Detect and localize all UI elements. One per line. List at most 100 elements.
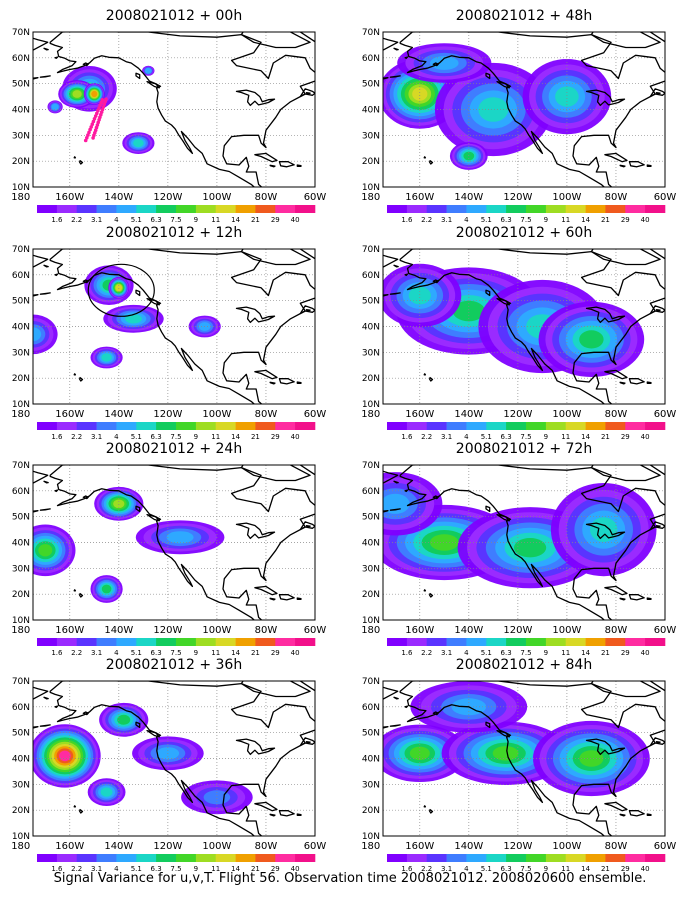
colorbar-tick: 40 — [641, 216, 650, 224]
map-frame — [32, 680, 316, 837]
gridlines — [383, 465, 665, 620]
colorbar-swatch — [526, 638, 547, 646]
colorbar-tick: 9 — [194, 649, 198, 657]
colorbar-tick: 4 — [464, 865, 469, 873]
colorbar-swatch — [625, 205, 646, 213]
colorbar-swatch — [506, 422, 527, 430]
colorbar-swatch — [585, 205, 606, 213]
colorbar-swatch — [565, 638, 586, 646]
colorbar-tick: 14 — [231, 865, 240, 873]
lon-label: 60W — [304, 409, 327, 420]
coastlines — [33, 32, 315, 187]
variance-contour — [113, 499, 125, 509]
colorbar-tick: 14 — [231, 433, 240, 441]
lon-label: 140W — [454, 841, 483, 852]
lon-label: 100W — [202, 625, 231, 636]
colorbar-swatch — [156, 638, 177, 646]
colorbar-tick: 6.3 — [501, 865, 512, 873]
lat-label: 20N — [12, 806, 30, 816]
colorbar-swatch — [96, 205, 117, 213]
lon-label: 180 — [11, 409, 30, 420]
colorbar-swatch — [116, 638, 137, 646]
colorbar-tick: 11 — [561, 216, 570, 224]
colorbar: 1.6 2.2 3.1 4 5.1 6.3 7.5 9 11 14 21 29 40 — [37, 422, 316, 441]
lon-label: 80W — [255, 625, 278, 636]
colorbar-swatch — [195, 205, 217, 213]
colorbar-swatch — [645, 422, 666, 430]
colorbar-swatch — [255, 422, 276, 430]
panel-title: 2008021012 + 48h — [455, 8, 593, 24]
variance-field — [383, 43, 612, 170]
lon-label: 160W — [405, 192, 434, 203]
panel-title: 2008021012 + 60h — [455, 225, 593, 241]
colorbar-tick: 40 — [291, 216, 300, 224]
colorbar-tick: 6.3 — [151, 216, 162, 224]
lon-label: 180 — [361, 625, 380, 636]
colorbar-swatch — [96, 638, 117, 646]
colorbar-swatch — [486, 854, 507, 862]
colorbar-swatch — [545, 638, 567, 646]
colorbar-swatch — [76, 205, 97, 213]
lon-label: 80W — [605, 409, 628, 420]
colorbar-swatch — [37, 638, 58, 646]
lon-label: 100W — [552, 409, 581, 420]
variance-contour — [145, 68, 152, 74]
colorbar-swatch — [275, 422, 296, 430]
colorbar-tick: 29 — [271, 216, 280, 224]
variance-contour — [430, 56, 459, 70]
variance-contour — [555, 86, 579, 107]
colorbar-tick: 40 — [291, 865, 300, 873]
lon-label: 60W — [654, 192, 677, 203]
lat-label: 30N — [12, 564, 30, 574]
lon-label: 60W — [304, 192, 327, 203]
lat-label: 20N — [12, 374, 30, 384]
colorbar-tick: 11 — [211, 216, 220, 224]
lat-label: 10N — [12, 183, 30, 193]
colorbar-tick: 5.1 — [131, 865, 142, 873]
lon-label: 180 — [361, 192, 380, 203]
lon-label: 160W — [55, 192, 84, 203]
colorbar-swatch — [406, 638, 428, 646]
colorbar-tick: 6.3 — [151, 649, 162, 657]
lon-label: 60W — [654, 841, 677, 852]
colorbar-tick: 14 — [231, 216, 240, 224]
variance-contour — [383, 493, 410, 514]
colorbar-tick: 7.5 — [520, 216, 531, 224]
variance-contour — [133, 139, 144, 148]
colorbar: 1.6 2.2 3.1 4 5.1 6.3 7.5 9 11 14 21 29 40 — [37, 638, 316, 657]
lat-label: 50N — [12, 297, 30, 307]
colorbar-tick: 6.3 — [151, 865, 162, 873]
lon-label: 120W — [153, 625, 182, 636]
colorbar-swatch — [545, 205, 567, 213]
colorbar-swatch — [295, 854, 316, 862]
colorbar-tick: 2.2 — [71, 865, 82, 873]
lat-label: 20N — [362, 806, 380, 816]
lat-label: 20N — [12, 590, 30, 600]
variance-contour — [38, 544, 53, 557]
coastlines — [383, 465, 665, 620]
lat-label: 20N — [362, 374, 380, 384]
colorbar-swatch — [156, 422, 177, 430]
lat-label: 70N — [12, 461, 30, 471]
lon-label: 140W — [454, 409, 483, 420]
lat-label: 50N — [12, 80, 30, 90]
lon-label: 100W — [202, 841, 231, 852]
colorbar-tick: 40 — [641, 649, 650, 657]
variance-contour — [166, 531, 194, 544]
colorbar-swatch — [426, 422, 447, 430]
colorbar-swatch — [37, 854, 58, 862]
colorbar-swatch — [426, 205, 447, 213]
colorbar-tick: 5.1 — [481, 649, 492, 657]
colorbar-swatch — [156, 205, 177, 213]
variance-field — [33, 265, 221, 369]
colorbar-swatch — [565, 422, 586, 430]
lon-label: 100W — [202, 192, 231, 203]
map-frame — [32, 31, 316, 188]
lat-label: 50N — [362, 80, 380, 90]
target-region-circle — [87, 263, 155, 317]
colorbar-tick: 1.6 — [51, 865, 63, 873]
colorbar-swatch — [605, 638, 626, 646]
lat-label: 70N — [362, 677, 380, 687]
lat-label: 10N — [362, 832, 380, 842]
